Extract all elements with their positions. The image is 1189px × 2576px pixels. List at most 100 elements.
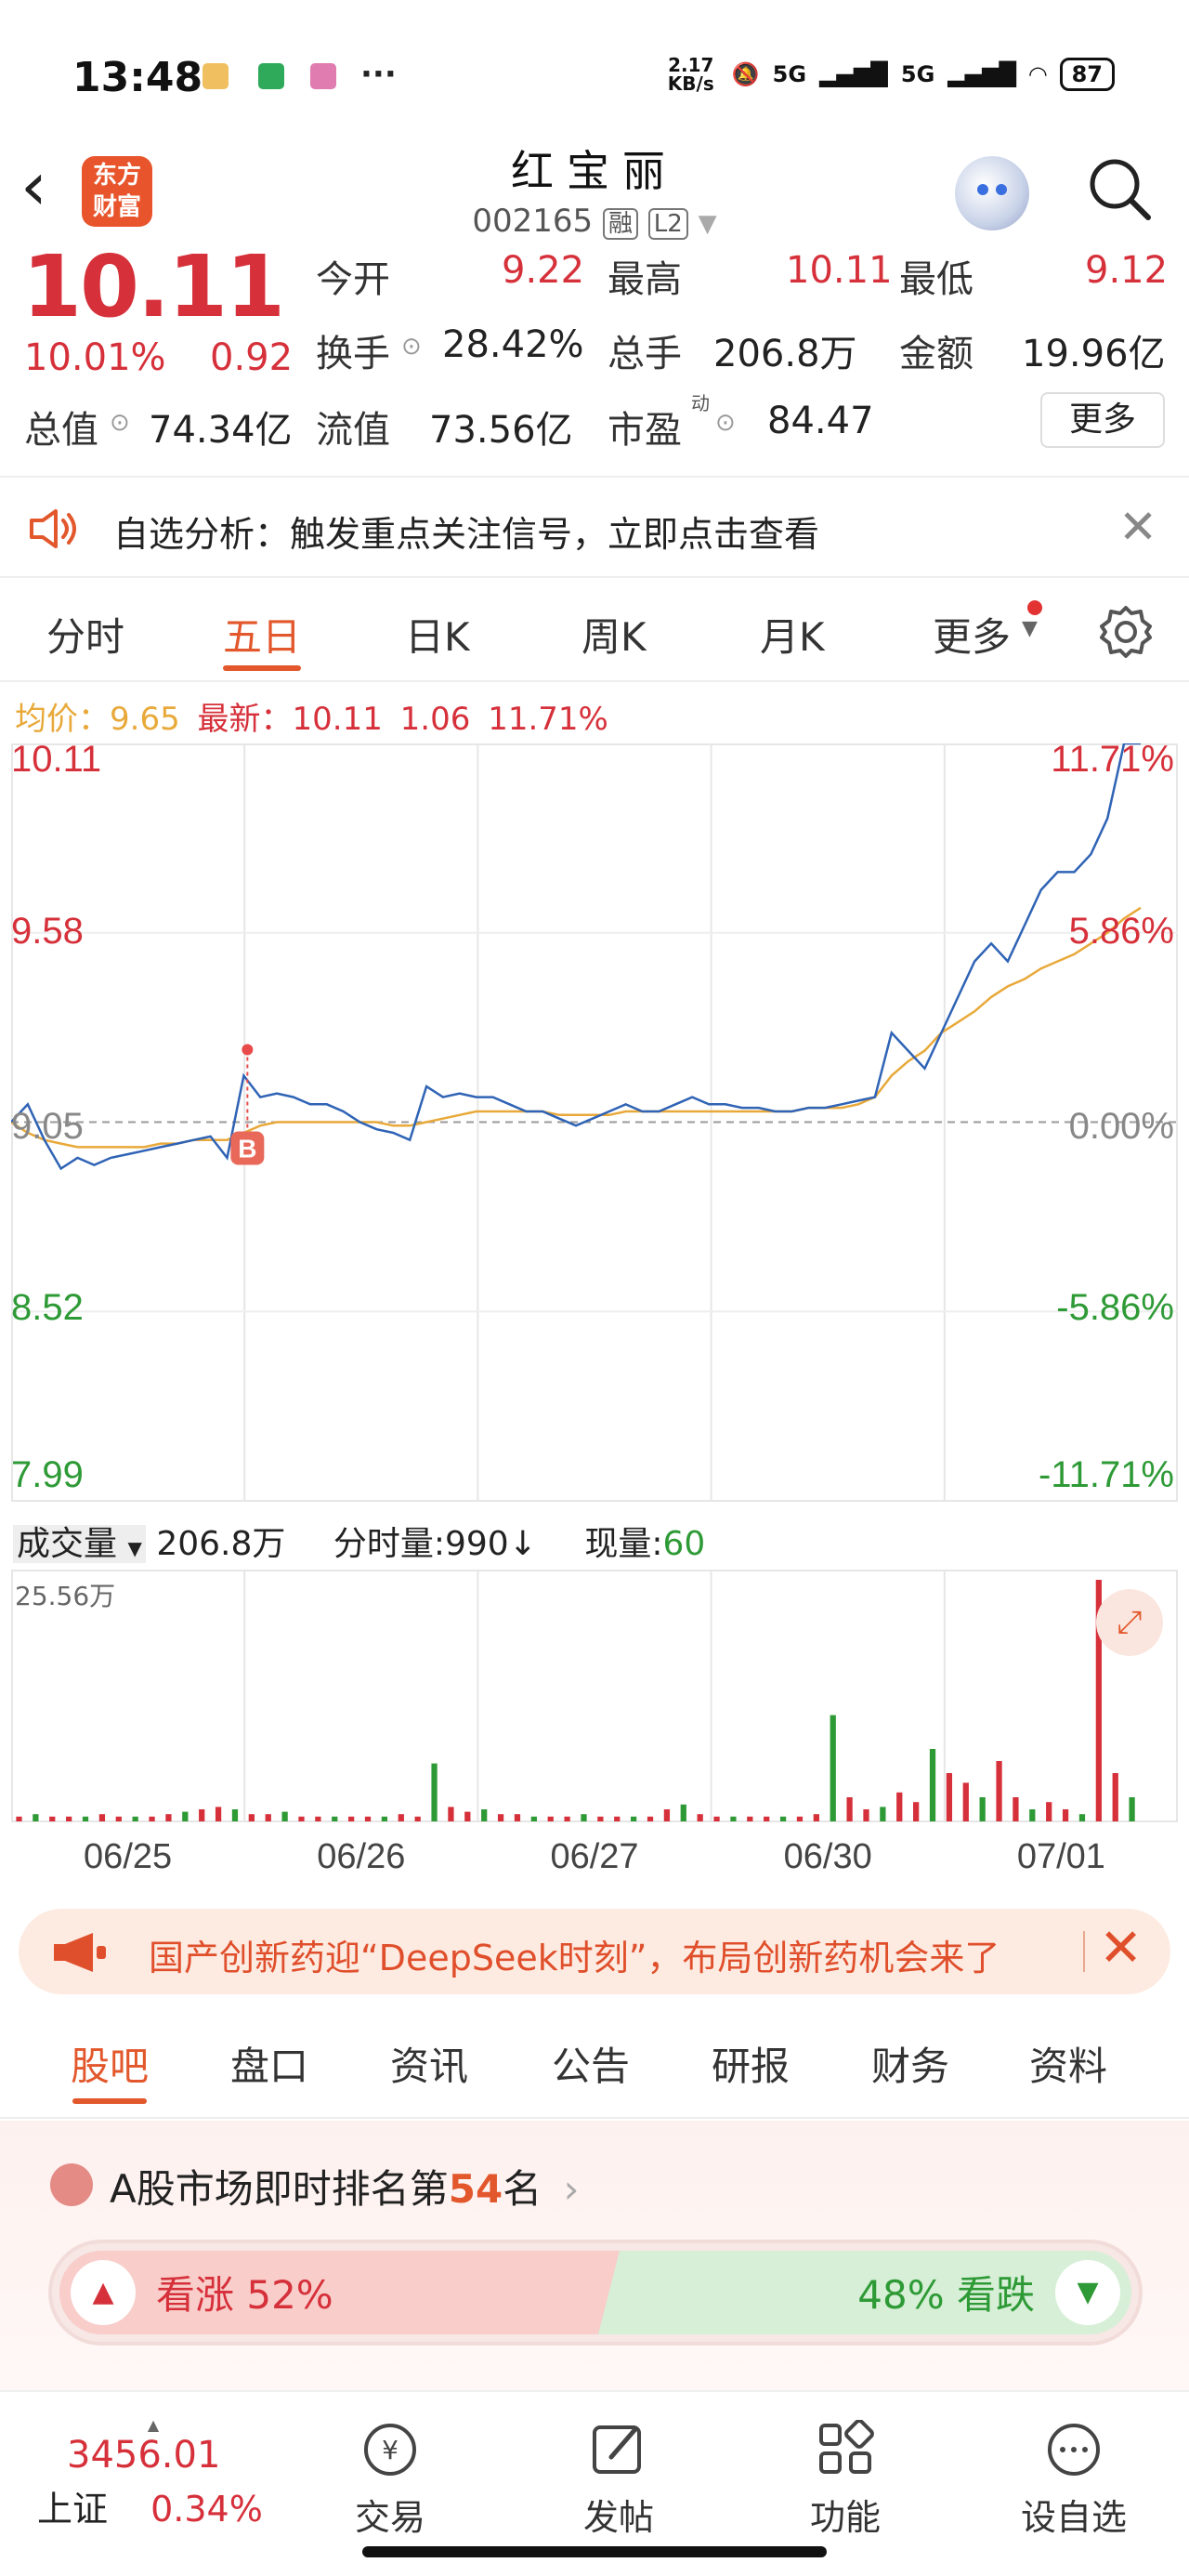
bullish-fill [59,2251,626,2334]
y-axis-right-label: 11.71% [1051,743,1174,780]
info-icon[interactable]: ⊙ [715,409,736,437]
y-axis-right-label: 5.86% [1069,911,1174,952]
avg-price-line [11,906,1142,1149]
tab-news[interactable]: 资讯 [390,2044,469,2089]
robot-assistant-icon[interactable] [955,156,1029,230]
volume-bar [597,1816,604,1821]
divider [1083,1931,1085,1972]
volume-grid [11,1570,1178,1822]
volume-bar [281,1811,288,1821]
status-time: 13:48 [72,54,203,101]
promo-banner[interactable]: 国产创新药迎“DeepSeek时刻”，布局创新药机会来了 ✕ [19,1909,1170,1994]
nav-trade-label: 交易 [354,2497,425,2538]
chart-tabs: 分时 五日 日K 周K 月K 更多 ▼ [0,580,1189,682]
rank-chart-icon [50,2163,93,2206]
signal-5g: 5G [900,61,935,87]
tab-announcements[interactable]: 公告 [552,2044,631,2089]
index-ticker[interactable]: ▲ 3456.01 上证 0.34% [37,2416,279,2531]
close-icon[interactable]: ✕ [1099,1918,1143,1978]
tab-day-k[interactable]: 日K [405,614,470,660]
latest-change: 1.06 [399,701,471,738]
tab-intraday[interactable]: 分时 [46,614,125,660]
nav-functions[interactable]: 功能 [752,2420,938,2540]
volume-bar [962,1782,969,1821]
bearish-fill [598,2251,1131,2334]
volume-bar [929,1749,936,1821]
more-button[interactable]: 更多 [1040,392,1165,448]
volume-bar [1112,1773,1118,1821]
tab-five-day[interactable]: 五日 [223,614,302,660]
bearish-label: 48% 看跌 [857,2272,1035,2318]
signal-alert-banner[interactable]: 自选分析：触发重点关注信号，立即点击查看 ✕ [0,476,1189,578]
volume-bar [779,1816,787,1821]
axis-labels: 10.11 9.58 9.05 8.52 7.99 11.71% 5.86% 0.00% -5.… [11,743,1174,1876]
volume-bar [332,1816,338,1821]
tab-week-k[interactable]: 周K [581,614,647,660]
rank-title[interactable]: A股市场即时排名第54名 › [110,2158,579,2215]
volume-bar [581,1814,587,1821]
nav-add-watchlist[interactable]: 设自选 [981,2420,1167,2540]
nav-trade[interactable]: ¥ 交易 [297,2420,483,2540]
volume-header: 成交量 ▼ 206.8万 分时量:990↓ 现量:60 [13,1517,705,1565]
wifi-icon: ◠ [1029,61,1047,87]
volume-bar [913,1802,920,1821]
info-icon[interactable]: ⊙ [110,409,130,437]
volume-value: 206.8万 [713,333,857,375]
volume-bar [996,1761,1002,1821]
index-pct: 0.34% [150,2489,263,2530]
gear-icon[interactable] [1098,604,1154,660]
latest-value: 10.11 [292,701,383,738]
tab-research[interactable]: 研报 [712,2044,790,2089]
volume-bar [663,1809,671,1821]
signal-5g: 5G [772,61,807,87]
tab-pankou[interactable]: 盘口 [230,2044,309,2089]
bearish-button[interactable]: ▼ [1055,2260,1120,2325]
amount-label: 金额 [899,333,973,375]
bullish-label: 看涨 52% [156,2272,333,2318]
y-axis-right-label: 0.00% [1069,1106,1174,1147]
x-axis-date-label: 06/25 [84,1837,172,1876]
x-axis-date-label: 07/01 [1017,1837,1105,1876]
y-axis-left-label: 8.52 [11,1287,84,1328]
close-icon[interactable]: ✕ [1118,500,1157,554]
volume-max: 25.56万 [15,1581,116,1611]
volume-bar [248,1814,255,1821]
price-line [11,743,1141,1171]
tab-month-k[interactable]: 月K [760,614,825,660]
y-axis-right-label: -11.71% [1039,1454,1174,1495]
level2-tag: L2 [647,208,688,240]
volume-bar [614,1816,621,1821]
expand-icon[interactable]: ⤢ [1096,1589,1163,1656]
stock-code-row[interactable]: 002165 融 L2 ▼ [0,203,1189,240]
market-rank-section: A股市场即时排名第54名 › ▲ 看涨 52% 48% 看跌 ▼ [0,2121,1189,2390]
five-day-chart[interactable]: 10.11 9.58 9.05 8.52 7.99 11.71% 5.86% 0.00% -5.… [11,743,1178,1896]
tab-profile[interactable]: 资料 [1029,2044,1108,2089]
tab-guba[interactable]: 股吧 [71,2044,150,2089]
nav-post[interactable]: 发帖 [526,2420,712,2540]
more-notifications-icon: ··· [360,56,397,93]
volume-bar [82,1816,89,1821]
volume-bar [1129,1797,1135,1821]
app-logo[interactable]: 东方财富 [82,156,152,227]
info-icon[interactable]: ⊙ [401,333,422,361]
back-icon[interactable]: ‹ [20,147,47,225]
chevron-up-icon: ▲ [147,2416,160,2434]
tab-more[interactable]: 更多 [933,614,1012,660]
grid-icon [819,2420,874,2474]
volume-bar [381,1816,388,1821]
bullish-button[interactable]: ▲ [71,2260,136,2325]
svg-text:¥: ¥ [382,2435,399,2465]
volume-total: 206.8万 [156,1525,286,1563]
search-icon[interactable] [1087,156,1152,221]
volume-selector[interactable]: 成交量 ▼ [13,1525,146,1563]
avg-label: 均价： [15,701,110,738]
tab-finance[interactable]: 财务 [871,2044,950,2089]
high-label: 最高 [608,258,682,301]
volume-bar [1029,1809,1036,1821]
volume-bar [880,1807,886,1821]
volume-bar [464,1811,471,1821]
pe-value: 84.47 [767,400,874,442]
volume-bar [364,1816,372,1821]
volume-bar [796,1816,804,1821]
home-indicator[interactable] [362,2546,827,2557]
